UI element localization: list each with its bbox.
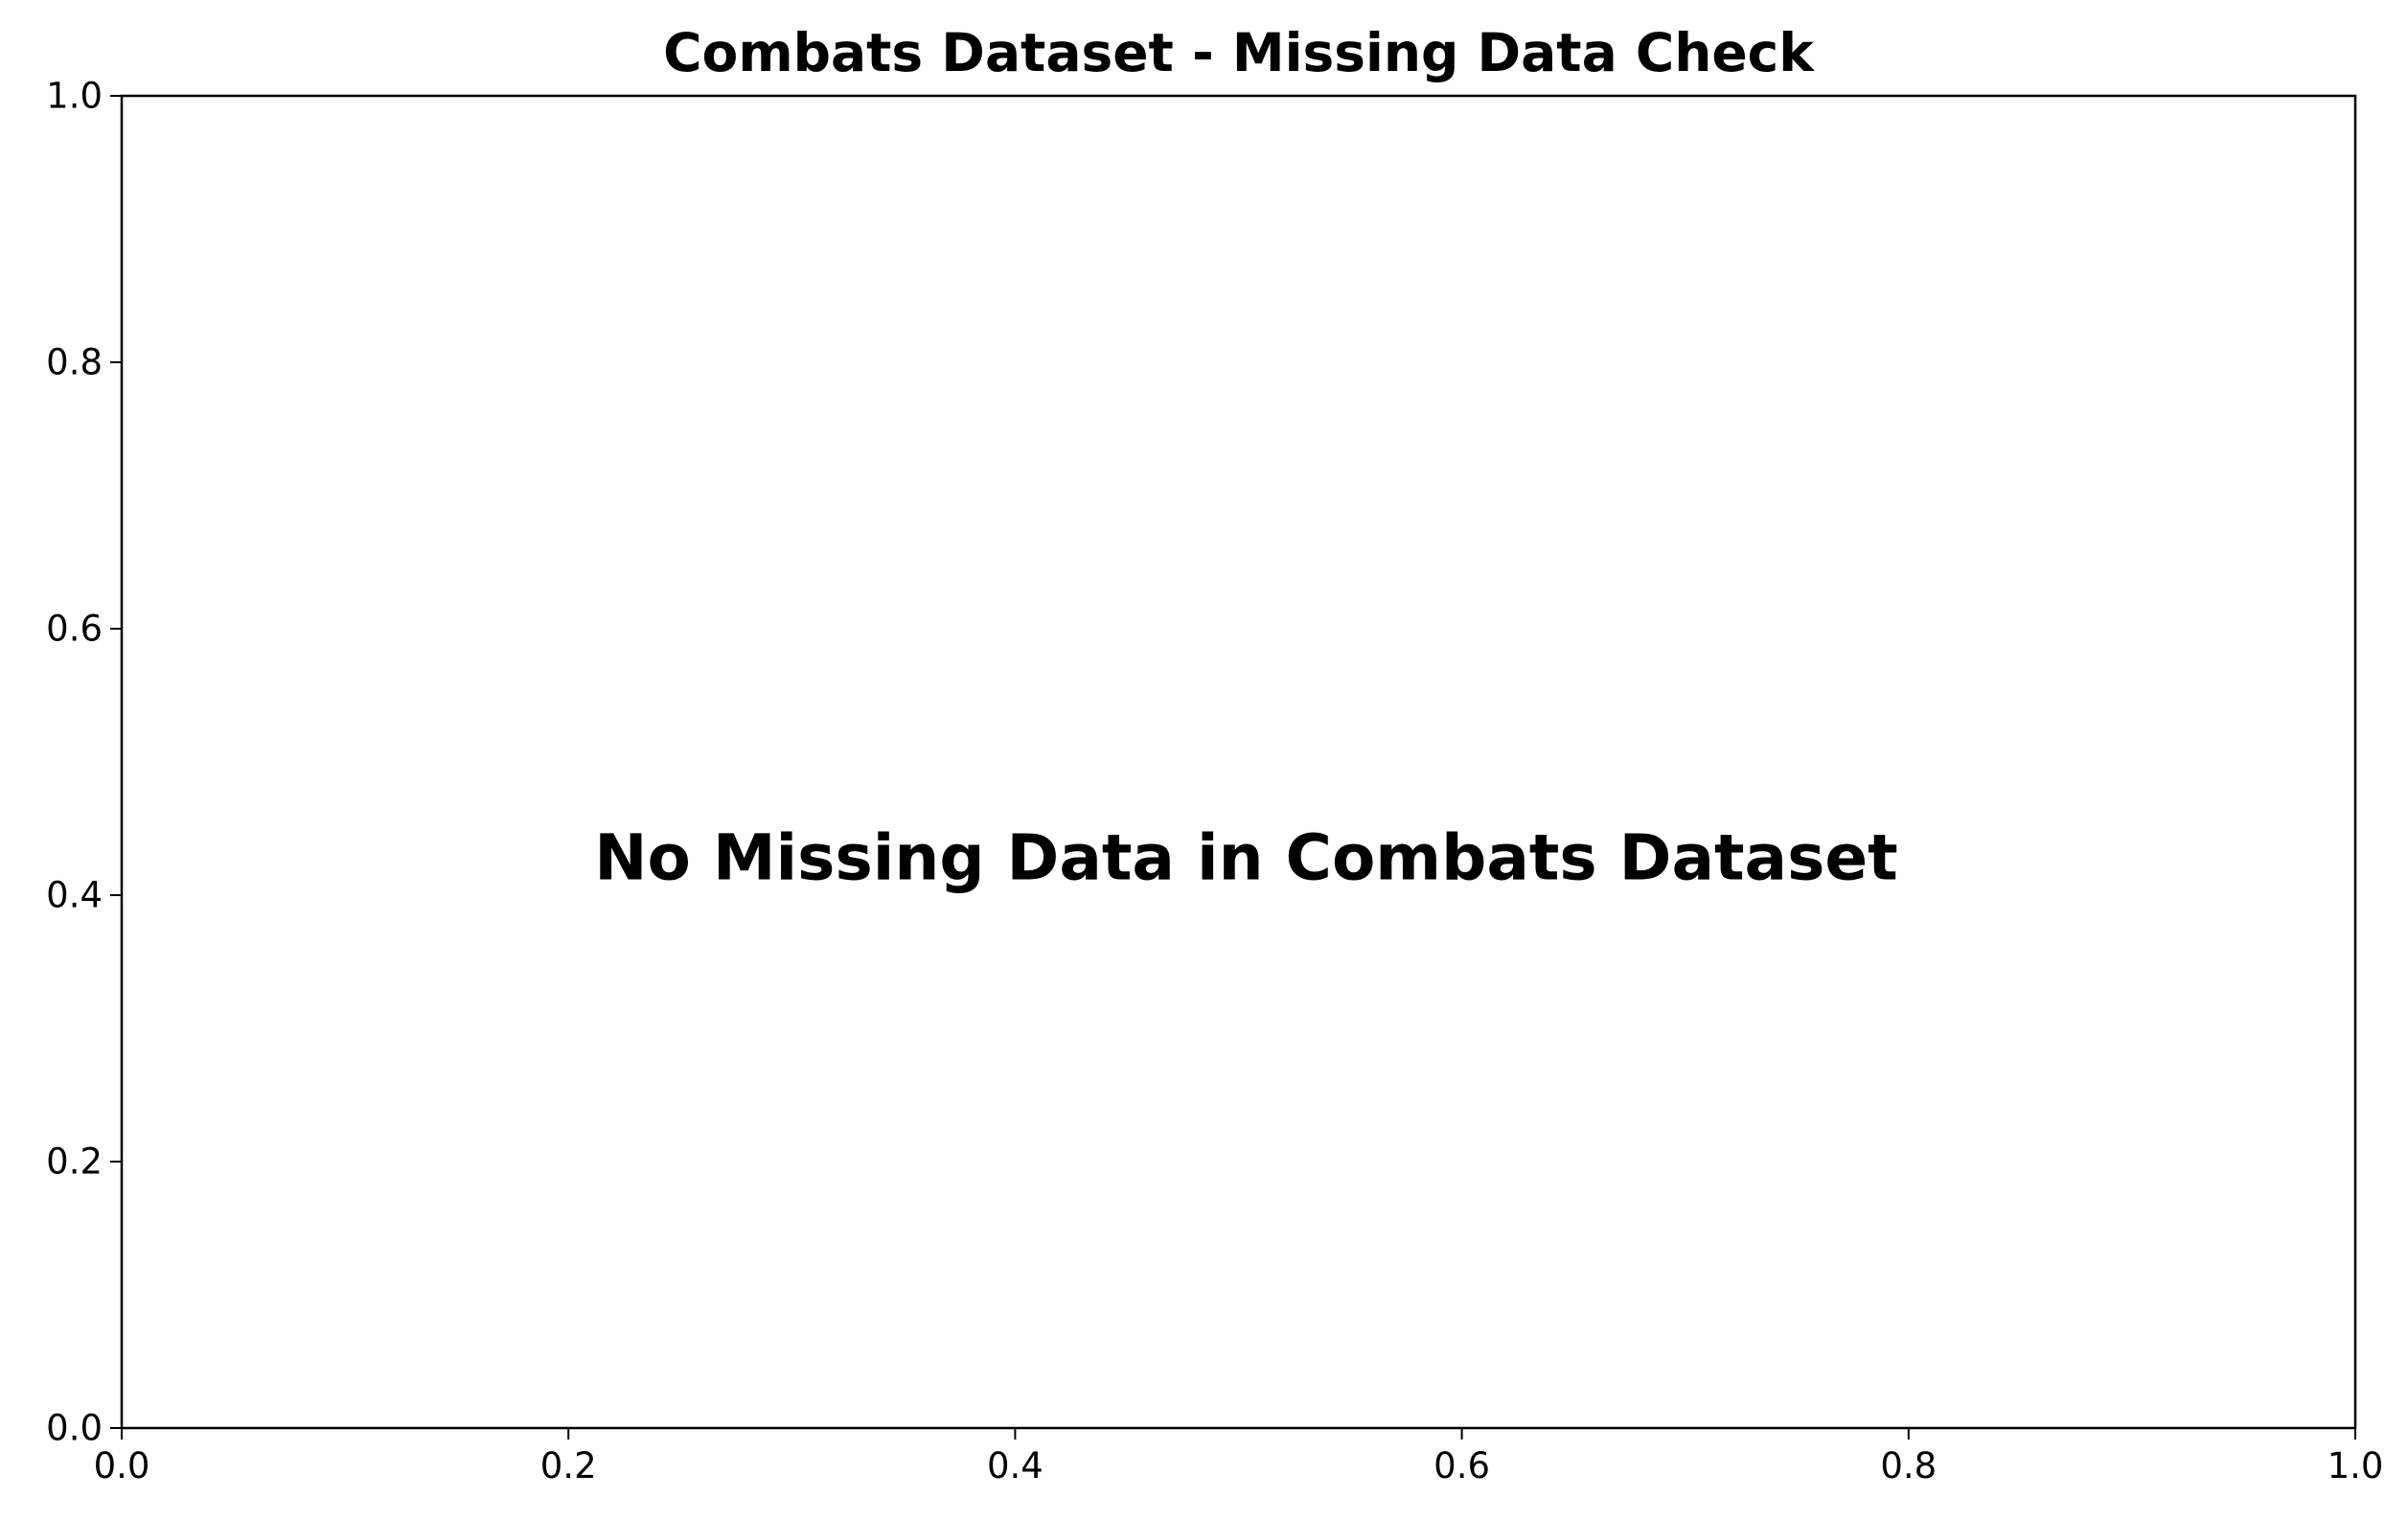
y-tick-label: 0.2 bbox=[46, 1141, 103, 1183]
y-tick-label: 0.8 bbox=[46, 342, 103, 383]
chart-title: Combats Dataset - Missing Data Check bbox=[663, 22, 1815, 83]
x-tick-label: 0.4 bbox=[987, 1445, 1043, 1486]
x-tick-label: 0.6 bbox=[1433, 1445, 1490, 1486]
x-tick-label: 0.2 bbox=[540, 1445, 597, 1486]
x-axis-ticks: 0.0 0.2 0.4 0.6 0.8 1.0 bbox=[94, 1428, 2384, 1486]
y-axis-ticks: 0.0 0.2 0.4 0.6 0.8 1.0 bbox=[46, 76, 122, 1449]
y-tick-label: 0.6 bbox=[46, 609, 103, 650]
y-tick-label: 1.0 bbox=[46, 76, 103, 117]
plot-area bbox=[122, 96, 2355, 1428]
x-tick-label: 0.8 bbox=[1880, 1445, 1937, 1486]
plot-frame bbox=[120, 94, 2357, 1430]
no-missing-data-annotation: No Missing Data in Combats Dataset bbox=[594, 821, 1897, 895]
y-tick-label: 0.0 bbox=[46, 1408, 103, 1449]
x-tick-label: 1.0 bbox=[2328, 1445, 2384, 1486]
x-tick-label: 0.0 bbox=[94, 1445, 150, 1486]
y-tick-label: 0.4 bbox=[46, 875, 103, 916]
